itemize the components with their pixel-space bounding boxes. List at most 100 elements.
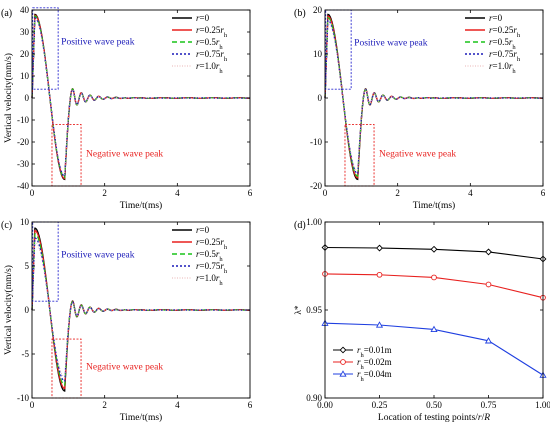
legend-entry: rh=0.04m [357, 369, 392, 383]
legend-var: r [220, 25, 224, 35]
legend-text: 0 [205, 13, 210, 23]
legend-text: . [209, 237, 211, 247]
x-axis-label: Time/t(ms) [120, 200, 162, 211]
legend-sub: h [219, 68, 223, 75]
legend-text: = [200, 225, 205, 235]
legend-entry: rh=0.02m [357, 357, 392, 371]
positive-peak-box [32, 221, 59, 302]
y-tick-label: 10 [20, 71, 30, 81]
legend-entry: r=0 [196, 225, 210, 235]
positive-peak-label: Positive wave peak [61, 251, 135, 261]
legend-text: . [209, 25, 211, 35]
legend-var: r [513, 49, 517, 59]
legend-text: 0 [211, 273, 216, 283]
legend-text: . [502, 37, 504, 47]
legend-var: r [357, 357, 361, 367]
legend-text: = [364, 345, 369, 355]
legend-var: r [216, 37, 220, 47]
legend-var: r [196, 237, 200, 247]
legend-var: r [357, 345, 361, 355]
legend-text: = [200, 261, 205, 271]
legend-text: = [493, 61, 498, 71]
legend-entry: r=1.0rh [196, 273, 223, 287]
data-point [485, 281, 492, 288]
x-tick-label: 6 [541, 188, 546, 198]
legend-marker [339, 370, 347, 377]
y-tick-label: -10 [17, 393, 29, 403]
legend-text: = [200, 61, 205, 71]
series-line [31, 241, 250, 378]
x-axis-label: Time/t(ms) [120, 412, 162, 423]
positive-peak-box [32, 7, 59, 90]
x-axis-label: Time/t(ms) [413, 200, 455, 211]
x-tick-label: 0 [323, 188, 328, 198]
data-point [431, 274, 437, 281]
legend-marker [339, 346, 347, 354]
legend-var: r [357, 369, 361, 379]
x-tick-label: 6 [248, 188, 253, 198]
y-tick-label: -20 [310, 181, 322, 191]
legend-entry: r=0.5rh [196, 37, 223, 51]
legend-text: = [493, 25, 498, 35]
legend-text: 5 [504, 37, 509, 47]
legend-entry: r=0.25rh [489, 25, 521, 39]
legend-text: 5 [211, 249, 216, 259]
legend-text: 0 [369, 345, 374, 355]
negative-peak-label: Negative wave peak [86, 363, 163, 373]
legend-var: r [196, 25, 200, 35]
x-tick-label: 0.00 [317, 400, 333, 410]
legend-text: 7 [211, 261, 216, 271]
legend-text: = [200, 25, 205, 35]
legend-text: m [385, 369, 392, 379]
legend-text: . [209, 249, 211, 259]
legend-var: r [489, 49, 493, 59]
y-tick-label: 30 [20, 27, 30, 37]
y-tick-label: 5 [25, 261, 30, 271]
panel-d: 0.00 0.25 0.50 0.75 1.000.900.951.00(d)Locat… [294, 217, 550, 423]
data-point [376, 271, 383, 278]
legend-sub: h [361, 376, 365, 383]
legend-text: = [200, 249, 205, 259]
y-tick-label: 40 [20, 5, 30, 15]
legend-text: 0 [205, 49, 210, 59]
legend-entry: r=0.75rh [196, 261, 228, 275]
legend-var: r [509, 61, 513, 71]
legend-text: m [385, 357, 392, 367]
x-tick-label: 4 [175, 188, 180, 198]
legend-text: . [209, 61, 211, 71]
x-tick-label: 2 [102, 400, 107, 410]
panel-label: (a) [1, 8, 12, 19]
legend-text: 0 [205, 37, 210, 47]
y-tick-label: 0 [25, 305, 30, 315]
y-tick-label: 0.95 [306, 305, 322, 315]
panel-label: (d) [294, 220, 306, 231]
negative-peak-label: Negative wave peak [379, 149, 456, 159]
legend-text: 0 [498, 25, 503, 35]
legend-var: r [489, 37, 493, 47]
panel-label: (c) [1, 220, 12, 231]
x-tick-label: 0 [30, 400, 35, 410]
legend-text: 0 [376, 345, 381, 355]
legend-text: = [364, 369, 369, 379]
legend-text: 2 [504, 25, 509, 35]
legend-sub: h [224, 32, 228, 39]
legend-text: 0 [369, 357, 374, 367]
data-point [484, 337, 493, 344]
legend-sub: h [512, 44, 516, 51]
legend-text: 0 [211, 61, 216, 71]
legend-text: 5 [211, 37, 216, 47]
legend-entry: r=0.25rh [196, 237, 228, 251]
data-point [375, 321, 384, 328]
x-tick-label: 2 [102, 188, 107, 198]
legend-text: 0 [504, 61, 509, 71]
x-tick-label: 0 [30, 188, 35, 198]
x-axis-label-part: Location of testing points/ [378, 412, 478, 423]
legend-sub: h [361, 352, 365, 359]
x-tick-label: 0.25 [372, 400, 388, 410]
legend-var: r [216, 61, 220, 71]
legend-text: 2 [380, 357, 385, 367]
legend-entry: r=0.5rh [196, 249, 223, 263]
legend-text: 5 [509, 49, 514, 59]
